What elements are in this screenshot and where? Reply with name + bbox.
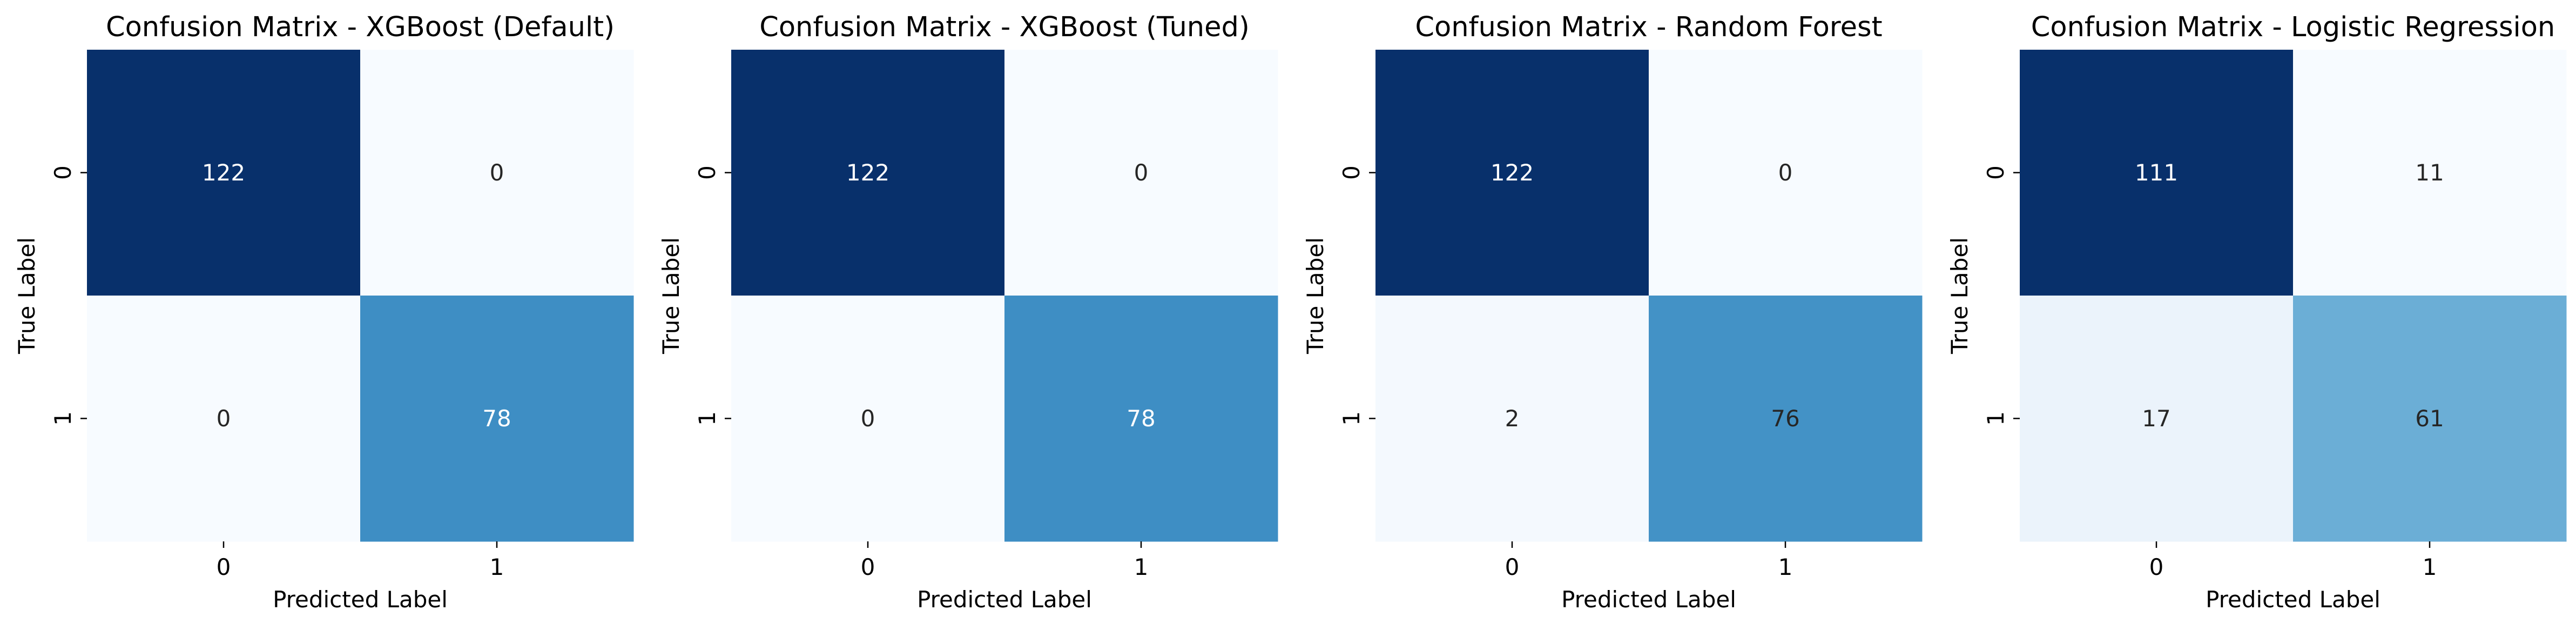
panel-xgboost-default: Confusion Matrix - XGBoost (Default) 122… [14,11,634,613]
chart-title: Confusion Matrix - XGBoost (Tuned) [759,11,1250,43]
y-axis-ticks: 01 [50,165,87,426]
chart-title: Confusion Matrix - XGBoost (Default) [106,11,615,43]
cell-value-label: 0 [861,405,875,432]
heatmap-cells: 122 0 0 78 [87,50,634,542]
cell-value-label: 76 [1771,405,1799,432]
y-tick-label: 1 [694,411,720,426]
cell-value-label: 111 [2135,159,2178,186]
heatmap-cell [2293,296,2567,542]
x-axis-label: Predicted Label [2206,586,2381,613]
cell-value-label: 2 [1505,405,1520,432]
x-axis-label: Predicted Label [917,586,1092,613]
heatmap-cell [2293,50,2567,296]
cell-value-label: 122 [846,159,889,186]
heatmap-cell [87,50,361,296]
y-tick-label: 1 [50,411,76,426]
x-tick-label: 0 [861,554,875,580]
y-axis-label: True Label [1946,237,1973,354]
y-axis-ticks: 01 [694,165,731,426]
heatmap-cell [87,296,361,542]
chart-title: Confusion Matrix - Random Forest [1415,11,1882,43]
cell-value-label: 0 [490,159,504,186]
cell-value-label: 0 [1134,159,1149,186]
panel-logistic-regression: Confusion Matrix - Logistic Regression 1… [1946,11,2567,613]
chart-title: Confusion Matrix - Logistic Regression [2031,11,2555,43]
heatmap-cell [1375,296,1649,542]
x-tick-label: 1 [2423,554,2437,580]
cell-value-label: 0 [217,405,231,432]
y-axis-label: True Label [1302,237,1329,354]
cell-value-label: 122 [202,159,245,186]
heatmap-cell [2020,50,2294,296]
heatmap-cell [2020,296,2294,542]
cell-value-label: 78 [1127,405,1155,432]
x-tick-label: 0 [217,554,231,580]
y-axis-ticks: 01 [1982,165,2020,426]
heatmap-cell [731,296,1005,542]
y-tick-label: 1 [1982,411,2009,426]
heatmap-cell [1004,50,1278,296]
heatmap-cell [731,50,1005,296]
y-tick-label: 0 [1338,165,1365,180]
cell-value-label: 78 [482,405,511,432]
heatmap-cells: 122 0 2 76 [1375,50,1923,542]
cell-value-label: 11 [2415,159,2444,186]
y-tick-label: 0 [50,165,76,180]
heatmap-cell [360,50,634,296]
x-tick-label: 0 [1505,554,1520,580]
cell-value-label: 0 [1778,159,1793,186]
x-axis-label: Predicted Label [1561,586,1736,613]
heatmap-cells: 122 0 0 78 [731,50,1278,542]
x-tick-label: 1 [1134,554,1149,580]
heatmap-cell [1375,50,1649,296]
x-tick-label: 1 [490,554,504,580]
y-tick-label: 0 [694,165,720,180]
panel-xgboost-tuned: Confusion Matrix - XGBoost (Tuned) 122 00… [658,11,1278,613]
x-axis-label: Predicted Label [273,586,448,613]
y-tick-label: 1 [1338,411,1365,426]
y-axis-label: True Label [658,237,684,354]
y-axis-label: True Label [14,237,40,354]
y-axis-ticks: 01 [1338,165,1375,426]
x-tick-label: 0 [2149,554,2164,580]
heatmap-cell [1004,296,1278,542]
cell-value-label: 61 [2415,405,2444,432]
cell-value-label: 122 [1491,159,1534,186]
panel-random-forest: Confusion Matrix - Random Forest 122 0 2 76… [1302,11,1923,613]
heatmap-cell [1649,50,1923,296]
heatmap-cell [360,296,634,542]
cell-value-label: 17 [2142,405,2170,432]
heatmap-cell [1649,296,1923,542]
x-tick-label: 1 [1778,554,1793,580]
y-tick-label: 0 [1982,165,2009,180]
